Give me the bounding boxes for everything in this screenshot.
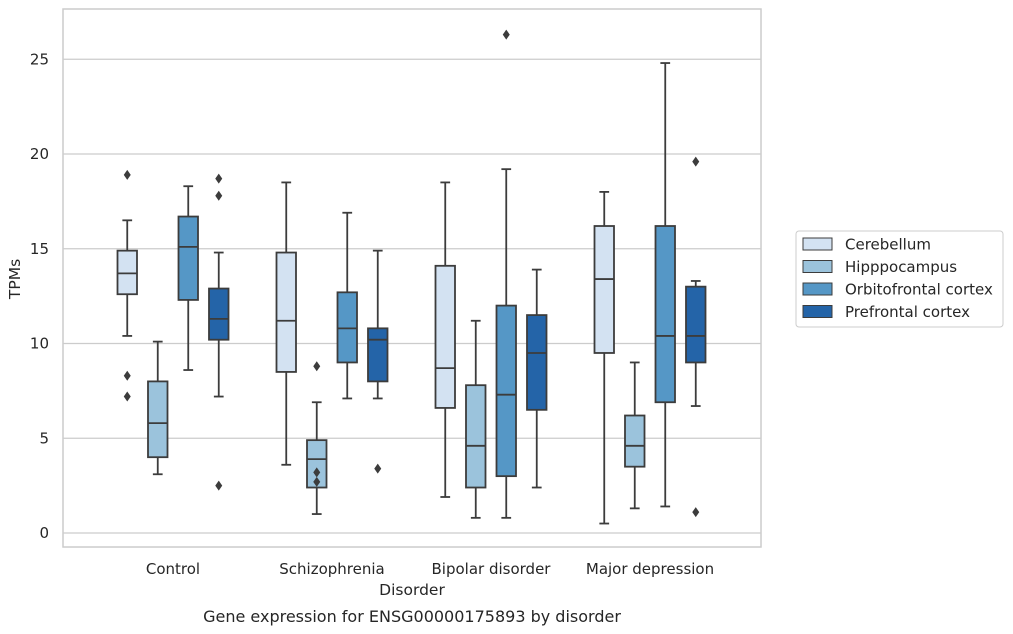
- box-cerebellum-bipolar-disorder: [434, 181, 456, 498]
- y-tick-label: 5: [39, 429, 49, 447]
- outlier-point: [313, 467, 321, 478]
- box-iqr: [593, 225, 615, 354]
- box-iqr: [624, 414, 646, 468]
- legend-frame: [795, 230, 1004, 328]
- box-iqr: [306, 439, 328, 489]
- y-tick-label: 20: [30, 145, 49, 163]
- box-iqr: [367, 327, 389, 383]
- legend-label: Orbitofrontal cortex: [845, 281, 993, 299]
- box-iqr: [208, 287, 230, 341]
- outlier-point: [215, 190, 223, 201]
- legend-entries: Cerebellum Hipppocampus Orbitofrontal cort…: [802, 236, 993, 321]
- box-hipppocampus-major-depression: [624, 361, 646, 510]
- box-prefrontal-cortex-control: [208, 173, 230, 491]
- x-tick-label: Schizophrenia: [279, 560, 384, 578]
- outlier-point: [692, 507, 700, 518]
- box-orbitofrontal-cortex-control: [177, 185, 199, 371]
- outlier-point: [123, 391, 131, 402]
- legend: Cerebellum Hipppocampus Orbitofrontal cort…: [795, 230, 1004, 328]
- chart-caption: Gene expression for ENSG00000175893 by d…: [203, 607, 621, 626]
- box-iqr: [116, 249, 138, 296]
- legend-label: Prefrontal cortex: [845, 303, 970, 321]
- box-hipppocampus-control: [147, 340, 169, 476]
- box-hipppocampus-bipolar-disorder: [465, 319, 487, 519]
- box-iqr: [465, 384, 487, 489]
- legend-label: Hipppocampus: [845, 258, 957, 276]
- legend-swatch: [802, 282, 833, 296]
- x-tick-label: Major depression: [586, 560, 714, 578]
- outlier-point: [215, 480, 223, 491]
- y-tick-label: 0: [39, 524, 49, 542]
- box-iqr: [336, 291, 358, 364]
- y-tick-label: 25: [30, 50, 49, 68]
- box-iqr: [147, 380, 169, 459]
- y-tick-labels: 0 5 10 15 20 25: [30, 50, 49, 542]
- outlier-point: [313, 361, 321, 372]
- box-iqr: [275, 251, 297, 373]
- x-tick-label: Bipolar disorder: [432, 560, 552, 578]
- outlier-point: [502, 29, 510, 40]
- box-cerebellum-schizophrenia: [275, 181, 297, 466]
- box-orbitofrontal-cortex-schizophrenia: [336, 211, 358, 400]
- outlier-point: [123, 370, 131, 381]
- y-axis-label: TPMs: [6, 259, 24, 300]
- box-prefrontal-cortex-major-depression: [685, 156, 707, 518]
- x-tick-labels: Control Schizophrenia Bipolar disorder Majo…: [146, 560, 714, 578]
- legend-swatch: [802, 260, 833, 273]
- box-orbitofrontal-cortex-major-depression: [654, 62, 676, 508]
- legend-swatch: [802, 305, 833, 318]
- x-tick-label: Control: [146, 560, 200, 578]
- box-prefrontal-cortex-bipolar-disorder: [526, 268, 548, 489]
- legend-swatch: [802, 237, 833, 251]
- box-iqr: [526, 314, 548, 411]
- box-cerebellum-major-depression: [593, 190, 615, 525]
- plot-frame: [62, 8, 762, 548]
- outlier-point: [374, 463, 382, 474]
- box-iqr: [654, 225, 676, 404]
- y-tick-label: 15: [30, 240, 49, 258]
- box-iqr: [685, 285, 707, 364]
- box-cerebellum-control: [116, 169, 138, 402]
- box-prefrontal-cortex-schizophrenia: [367, 249, 389, 474]
- box-iqr: [177, 215, 199, 301]
- y-tick-label: 10: [30, 335, 49, 353]
- boxes: [116, 29, 707, 525]
- box-iqr: [495, 304, 517, 478]
- outlier-point: [313, 476, 321, 487]
- box-orbitofrontal-cortex-bipolar-disorder: [495, 29, 517, 519]
- box-iqr: [434, 264, 456, 409]
- outlier-point: [215, 173, 223, 184]
- box-hipppocampus-schizophrenia: [306, 361, 328, 515]
- legend-label: Cerebellum: [845, 236, 931, 254]
- x-axis-label: Disorder: [379, 581, 445, 599]
- outlier-point: [123, 169, 131, 180]
- outlier-point: [692, 156, 700, 167]
